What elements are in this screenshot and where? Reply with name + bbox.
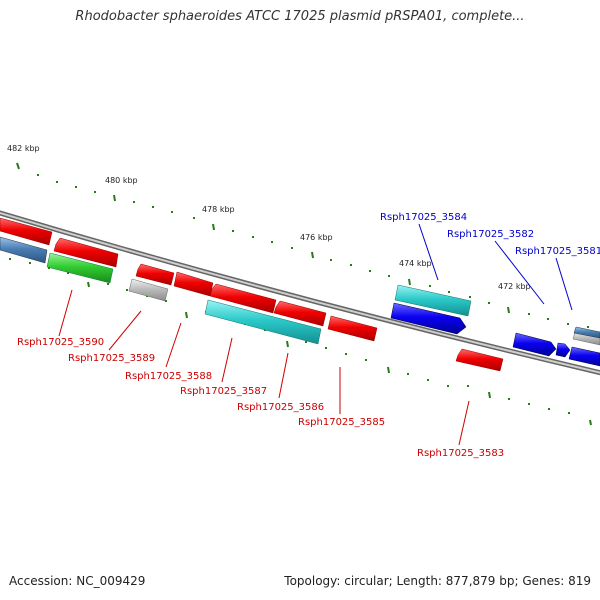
scale-label: 472 kbp — [498, 282, 531, 291]
scale-label: 476 kbp — [300, 233, 333, 242]
gene-arrow[interactable] — [135, 263, 175, 286]
gene-arrow[interactable] — [0, 217, 53, 246]
backbone — [0, 210, 600, 376]
gene-arrow[interactable] — [173, 271, 214, 297]
gene-arrow[interactable] — [53, 237, 119, 268]
gene-label[interactable]: Rsph17025_3585 — [298, 417, 385, 428]
summary-text: Topology: circular; Length: 877,879 bp; … — [284, 574, 591, 588]
genes — [0, 217, 600, 372]
gene-arrow[interactable] — [204, 299, 322, 345]
scale-label: 474 kbp — [399, 259, 432, 268]
map-title: Rhodobacter sphaeroides ATCC 17025 plasm… — [75, 9, 525, 24]
outer-scale — [16, 162, 589, 328]
gene-arrow[interactable] — [327, 315, 378, 342]
gene-arrow[interactable] — [0, 236, 48, 264]
scale-labels: 482 kbp 480 kbp 478 kbp 476 kbp 474 kbp … — [7, 144, 531, 291]
gene-label[interactable]: Rsph17025_3587 — [180, 386, 267, 397]
gene-labels: Rsph17025_3590 Rsph17025_3589 Rsph17025_… — [17, 212, 600, 459]
gene-arrow[interactable] — [128, 278, 169, 302]
accession-text: Accession: NC_009429 — [9, 574, 146, 588]
gene-label[interactable]: Rsph17025_3582 — [447, 229, 534, 240]
gene-arrow[interactable] — [209, 283, 277, 314]
gene-label[interactable]: Rsph17025_3589 — [68, 353, 155, 364]
gene-label[interactable]: Rsph17025_3590 — [17, 337, 104, 348]
gene-arrow[interactable] — [46, 252, 114, 284]
gene-arrow[interactable] — [394, 284, 472, 317]
gene-label[interactable]: Rsph17025_3581 — [515, 246, 600, 257]
gene-label[interactable]: Rsph17025_3583 — [417, 448, 504, 459]
gene-label[interactable]: Rsph17025_3588 — [125, 371, 212, 382]
scale-label: 478 kbp — [202, 205, 235, 214]
gene-label[interactable]: Rsph17025_3586 — [237, 402, 324, 413]
scale-label: 480 kbp — [105, 176, 138, 185]
gene-arrow[interactable] — [555, 342, 571, 358]
gene-arrow[interactable] — [273, 300, 327, 327]
gene-arrow[interactable] — [573, 326, 600, 339]
gene-arrow[interactable] — [568, 346, 600, 367]
gene-label[interactable]: Rsph17025_3584 — [380, 212, 467, 223]
leader-lines — [58, 223, 573, 446]
scale-label: 482 kbp — [7, 144, 40, 153]
gene-arrow[interactable] — [455, 348, 504, 372]
gene-arrow[interactable] — [390, 302, 467, 335]
gene-arrow[interactable] — [512, 332, 557, 357]
